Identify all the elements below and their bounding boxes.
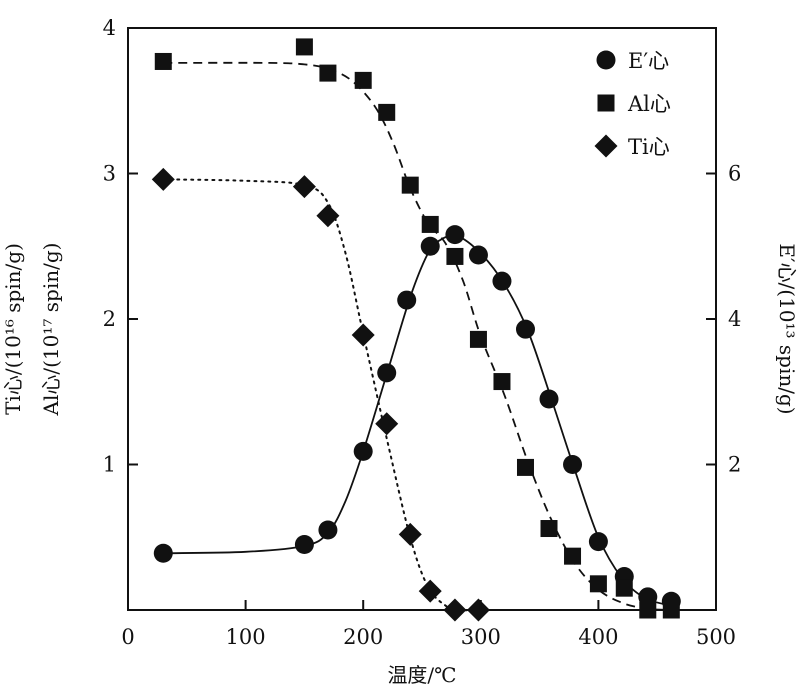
e-prime-center-point-9: [492, 271, 512, 291]
ti-center-point-3: [351, 323, 375, 347]
e-prime-center-point-8: [468, 245, 488, 265]
e-prime-center-point-0: [153, 543, 173, 563]
ti-center-point-2: [316, 204, 340, 228]
x-tick-label-500: 500: [696, 625, 736, 649]
right-tick-label-2: 2: [728, 453, 741, 477]
legend-item-ti-center: Ti心: [594, 134, 670, 159]
curves-layer: [162, 61, 672, 612]
e-prime-center-point-4: [377, 363, 397, 383]
x-tick-label-0: 0: [121, 625, 134, 649]
e-prime-center-point-2: [318, 520, 338, 540]
e-prime-center-point-12: [563, 455, 583, 474]
al-center-point-0: [154, 52, 172, 70]
x-tick-label-200: 200: [343, 625, 383, 649]
e-prime-center-point-11: [539, 389, 559, 409]
markers-layer: [151, 38, 681, 622]
right-axis-title: E′心/(10¹³ spin/g): [775, 243, 799, 414]
legend-marker-e-prime-center: [596, 50, 616, 70]
al-center-point-7: [446, 247, 464, 265]
al-center-point-8: [469, 330, 487, 348]
legend-label-al-center: Al心: [627, 92, 671, 116]
left-tick-label-1: 1: [103, 453, 116, 477]
al-center-point-10: [516, 458, 534, 476]
legend-marker-al-center: [597, 94, 615, 112]
legend-marker-ti-center: [594, 134, 618, 158]
al-center-point-11: [540, 520, 558, 538]
ticks-layer: 0 100 200 300 400 500 1 2 3 4 2 4 6: [103, 16, 742, 649]
x-tick-label-400: 400: [578, 625, 618, 649]
al-center-point-5: [401, 176, 419, 194]
x-axis-title: 温度/℃: [387, 663, 456, 687]
ti-center-point-5: [398, 522, 422, 546]
al-center-point-12: [564, 547, 582, 565]
e-prime-center-point-6: [420, 236, 440, 256]
al-center-point-1: [295, 38, 313, 56]
al-center-point-13: [589, 575, 607, 593]
e-prime-center-point-1: [294, 535, 314, 555]
left-axis-title-al: Al心/(10¹⁷ spin/g): [39, 243, 63, 417]
right-tick-label-4: 4: [728, 307, 741, 331]
legend: E′心 Al心 Ti心: [594, 49, 671, 159]
e-prime-center-point-13: [588, 532, 608, 552]
al-center-point-9: [493, 373, 511, 391]
al-center-point-2: [319, 64, 337, 82]
e-prime-center-point-7: [445, 225, 465, 245]
ti-center-point-1: [292, 175, 316, 199]
e-prime-center-point-3: [353, 441, 373, 461]
al-center-point-14: [615, 579, 633, 597]
legend-label-e-prime-center: E′心: [628, 49, 669, 73]
ti-center-point-4: [375, 412, 399, 436]
x-tick-label-100: 100: [226, 625, 266, 649]
legend-item-al-center: Al心: [597, 92, 671, 116]
left-tick-label-4: 4: [103, 16, 116, 40]
legend-label-ti-center: Ti心: [628, 135, 670, 159]
left-tick-label-3: 3: [103, 162, 116, 186]
ti-center-point-0: [151, 167, 175, 191]
al-center-point-3: [354, 71, 372, 89]
ti-center-point-6: [418, 579, 442, 603]
left-axis-title-ti: Ti心/(10¹⁶ spin/g): [1, 243, 25, 415]
e-prime-center-point-5: [397, 290, 417, 310]
al-center-point-6: [421, 215, 439, 233]
left-tick-label-2: 2: [103, 307, 116, 331]
e-prime-center-point-10: [515, 319, 535, 339]
legend-item-e-prime-center: E′心: [596, 49, 669, 73]
al-center-point-4: [378, 103, 396, 121]
right-tick-label-6: 6: [728, 162, 741, 186]
x-tick-label-300: 300: [461, 625, 501, 649]
